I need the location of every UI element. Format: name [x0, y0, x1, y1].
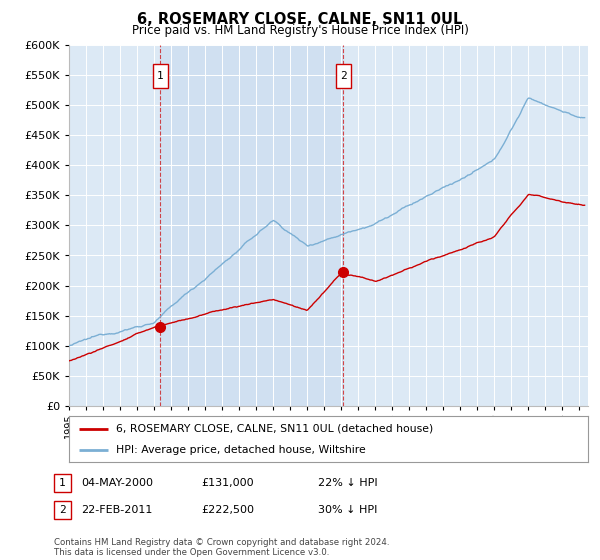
Text: 6, ROSEMARY CLOSE, CALNE, SN11 0UL (detached house): 6, ROSEMARY CLOSE, CALNE, SN11 0UL (deta… — [116, 424, 433, 434]
Text: Price paid vs. HM Land Registry's House Price Index (HPI): Price paid vs. HM Land Registry's House … — [131, 24, 469, 37]
Text: 22% ↓ HPI: 22% ↓ HPI — [318, 478, 377, 488]
Text: 30% ↓ HPI: 30% ↓ HPI — [318, 505, 377, 515]
FancyBboxPatch shape — [336, 64, 351, 88]
Bar — [160, 45, 343, 406]
Text: 22-FEB-2011: 22-FEB-2011 — [81, 505, 152, 515]
Text: HPI: Average price, detached house, Wiltshire: HPI: Average price, detached house, Wilt… — [116, 445, 365, 455]
Text: 04-MAY-2000: 04-MAY-2000 — [81, 478, 153, 488]
Text: £222,500: £222,500 — [201, 505, 254, 515]
Text: 1: 1 — [157, 71, 164, 81]
Text: 2: 2 — [59, 505, 66, 515]
Text: 2: 2 — [340, 71, 347, 81]
Text: 1: 1 — [59, 478, 66, 488]
Text: Contains HM Land Registry data © Crown copyright and database right 2024.
This d: Contains HM Land Registry data © Crown c… — [54, 538, 389, 557]
Text: 6, ROSEMARY CLOSE, CALNE, SN11 0UL: 6, ROSEMARY CLOSE, CALNE, SN11 0UL — [137, 12, 463, 27]
FancyBboxPatch shape — [152, 64, 168, 88]
Text: £131,000: £131,000 — [201, 478, 254, 488]
